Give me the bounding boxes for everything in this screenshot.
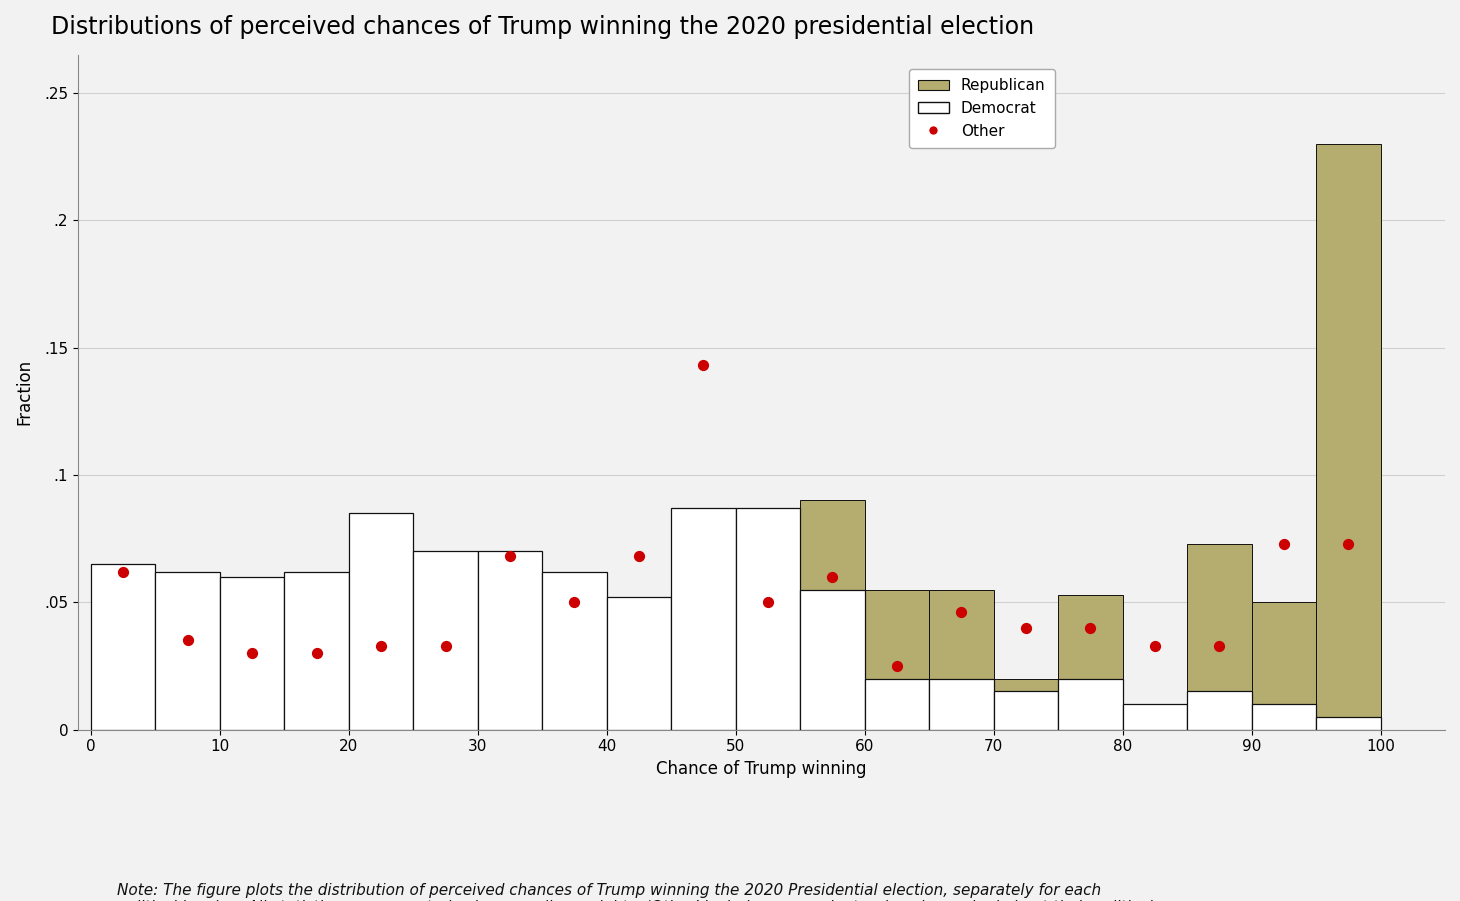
Point (1015, 621, 1038, 635)
Bar (285, 572, 349, 730)
Point (1143, 639, 1167, 653)
Point (885, 659, 908, 673)
Bar (1315, 717, 1381, 730)
Bar (607, 597, 672, 730)
Bar (285, 689, 349, 730)
Bar (477, 691, 542, 730)
Bar (477, 551, 542, 730)
Bar (1251, 705, 1315, 730)
Point (692, 359, 715, 373)
Point (1336, 536, 1359, 551)
Bar (91, 564, 155, 730)
Bar (155, 666, 220, 730)
Point (949, 605, 972, 620)
Bar (349, 514, 413, 730)
Bar (607, 653, 672, 730)
Point (111, 565, 134, 579)
Point (305, 646, 328, 660)
Bar (220, 577, 285, 730)
Bar (929, 589, 994, 730)
Bar (91, 564, 155, 730)
Point (562, 595, 585, 609)
X-axis label: Chance of Trump winning: Chance of Trump winning (656, 760, 867, 778)
Bar (800, 500, 864, 730)
Point (628, 550, 651, 564)
Legend: Republican, Democrat, Other: Republican, Democrat, Other (910, 69, 1054, 148)
Bar (929, 678, 994, 730)
Point (241, 646, 264, 660)
Bar (864, 678, 929, 730)
Bar (1315, 144, 1381, 730)
Bar (1123, 705, 1187, 730)
Bar (155, 572, 220, 730)
Bar (349, 678, 413, 730)
Point (1207, 639, 1231, 653)
Bar (994, 678, 1058, 730)
Bar (864, 589, 929, 730)
Point (498, 550, 521, 564)
Bar (1058, 595, 1123, 730)
Bar (1123, 705, 1187, 730)
Bar (1058, 678, 1123, 730)
Point (821, 569, 844, 584)
Bar (1187, 543, 1251, 730)
Bar (220, 678, 285, 730)
Point (369, 639, 393, 653)
Point (1272, 536, 1295, 551)
Bar (994, 691, 1058, 730)
Bar (672, 508, 736, 730)
Bar (800, 589, 864, 730)
Point (434, 639, 457, 653)
Point (1079, 621, 1102, 635)
Text: Distributions of perceived chances of Trump winning the 2020 presidential electi: Distributions of perceived chances of Tr… (51, 15, 1034, 39)
Y-axis label: Fraction: Fraction (15, 359, 34, 425)
Bar (542, 572, 607, 730)
Bar (672, 653, 736, 730)
Point (175, 633, 199, 648)
Text: Note: The figure plots the distribution of perceived chances of Trump winning th: Note: The figure plots the distribution … (117, 883, 1152, 901)
Bar (413, 678, 477, 730)
Bar (1251, 602, 1315, 730)
Bar (736, 508, 800, 730)
Bar (542, 678, 607, 730)
Bar (1187, 691, 1251, 730)
Point (756, 595, 780, 609)
Bar (413, 551, 477, 730)
Bar (736, 564, 800, 730)
